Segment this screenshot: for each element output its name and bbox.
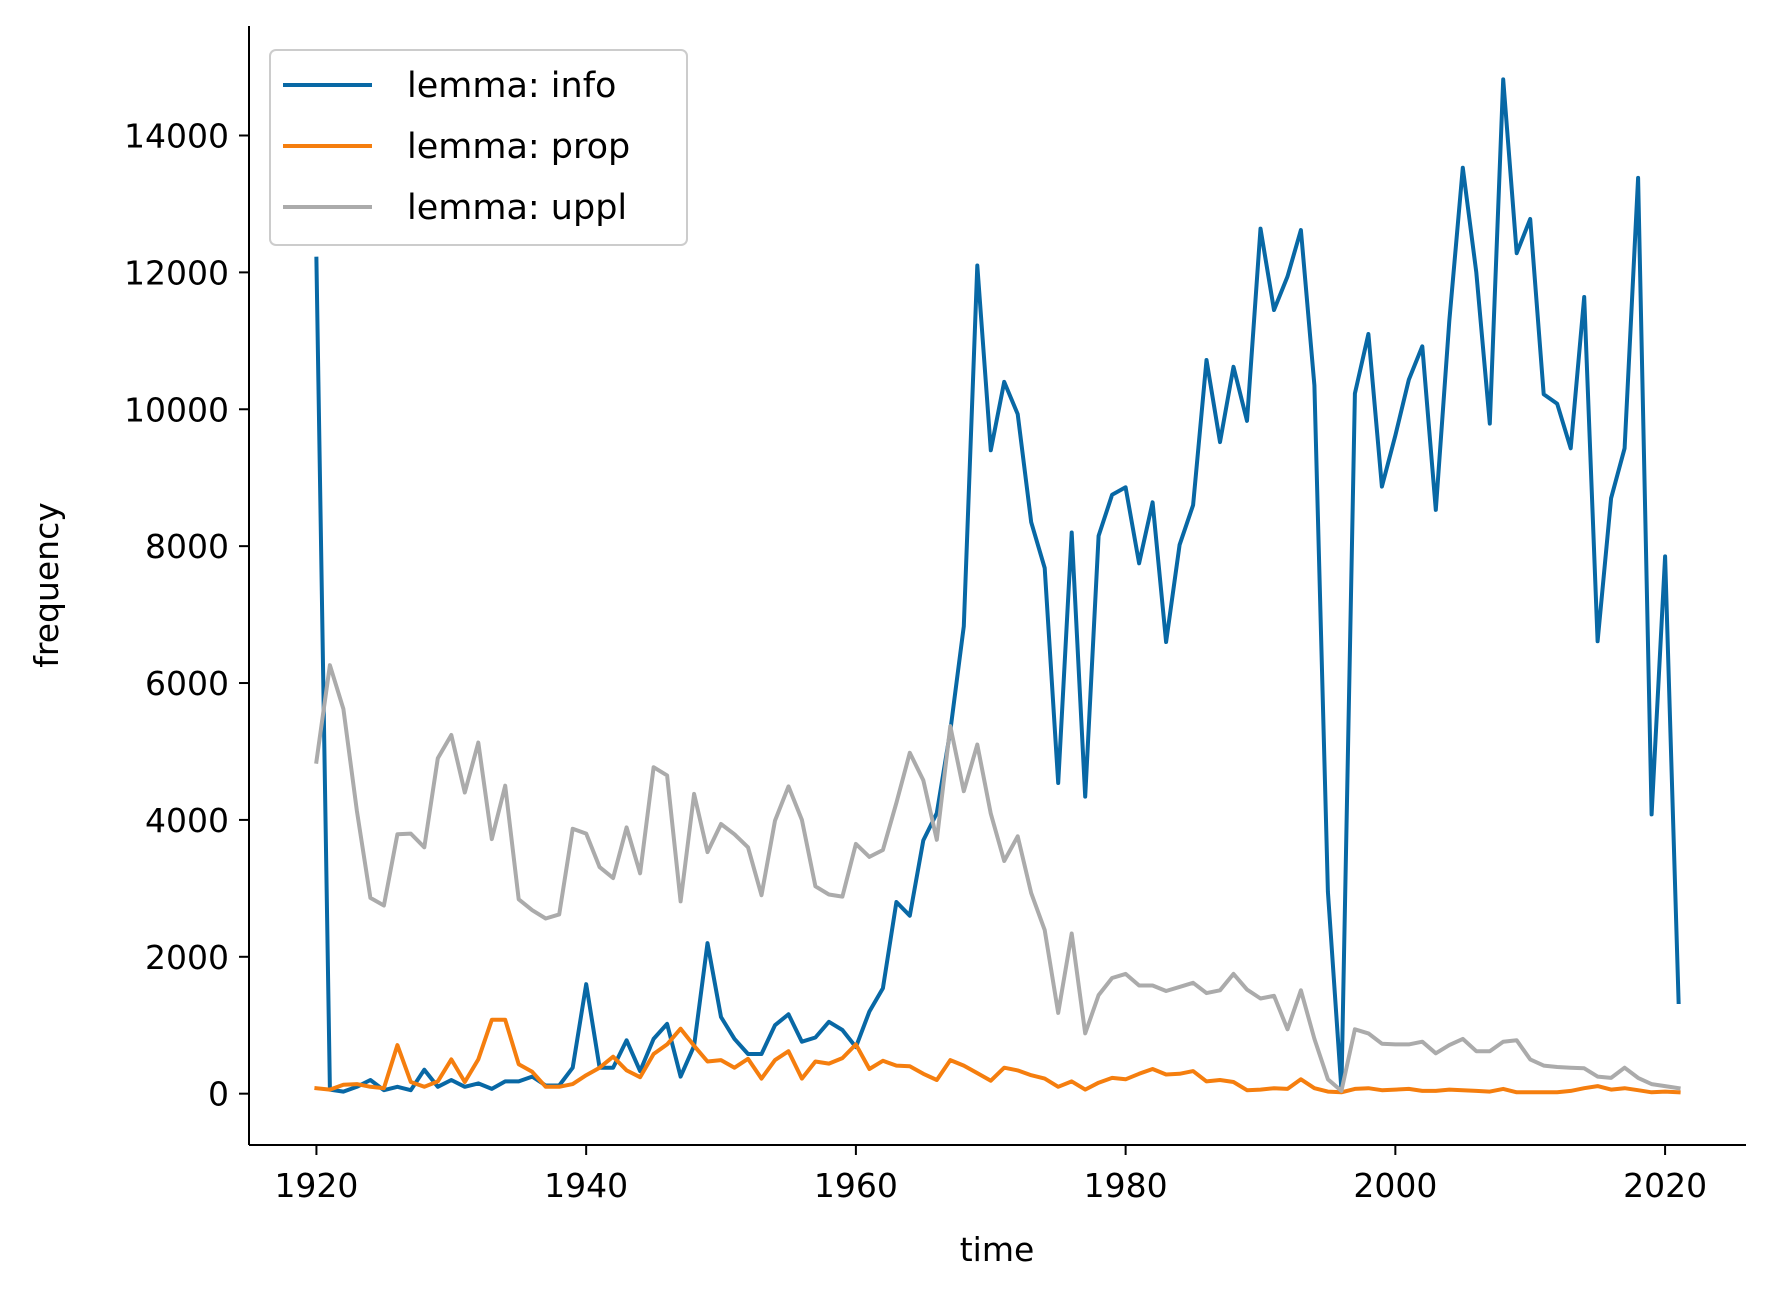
y-tick-label: 2000 bbox=[145, 938, 229, 977]
x-tick-label: 1940 bbox=[544, 1166, 628, 1205]
y-ticks: 0 2000 4000 6000 8000 10000 12000 14000 bbox=[124, 117, 249, 1114]
series-layer bbox=[314, 77, 1681, 1095]
legend-box bbox=[269, 49, 688, 246]
y-tick-label: 10000 bbox=[124, 390, 229, 429]
legend: lemma: info lemma: prop lemma: uppl bbox=[269, 49, 688, 246]
y-tick-label: 14000 bbox=[124, 117, 229, 156]
legend-label-0: lemma: info bbox=[407, 66, 616, 106]
x-tick-label: 2000 bbox=[1353, 1166, 1437, 1205]
x-tick-label: 1960 bbox=[814, 1166, 898, 1205]
x-ticks: 1920 1940 1960 1980 2000 2020 bbox=[274, 1145, 1707, 1205]
x-axis-label: time bbox=[960, 1230, 1035, 1269]
series-line-1 bbox=[314, 1017, 1681, 1095]
y-tick-label: 12000 bbox=[124, 253, 229, 292]
y-tick-label: 0 bbox=[208, 1075, 229, 1114]
x-tick-label: 1920 bbox=[274, 1166, 358, 1205]
series-line-2 bbox=[314, 663, 1681, 1093]
x-tick-label: 2020 bbox=[1623, 1166, 1707, 1205]
legend-label-1: lemma: prop bbox=[407, 127, 630, 167]
y-axis-label: frequency bbox=[27, 502, 66, 668]
x-tick-label: 1980 bbox=[1084, 1166, 1168, 1205]
y-tick-label: 4000 bbox=[145, 801, 229, 840]
legend-label-2: lemma: uppl bbox=[407, 188, 627, 228]
y-tick-label: 8000 bbox=[145, 527, 229, 566]
y-tick-label: 6000 bbox=[145, 664, 229, 703]
